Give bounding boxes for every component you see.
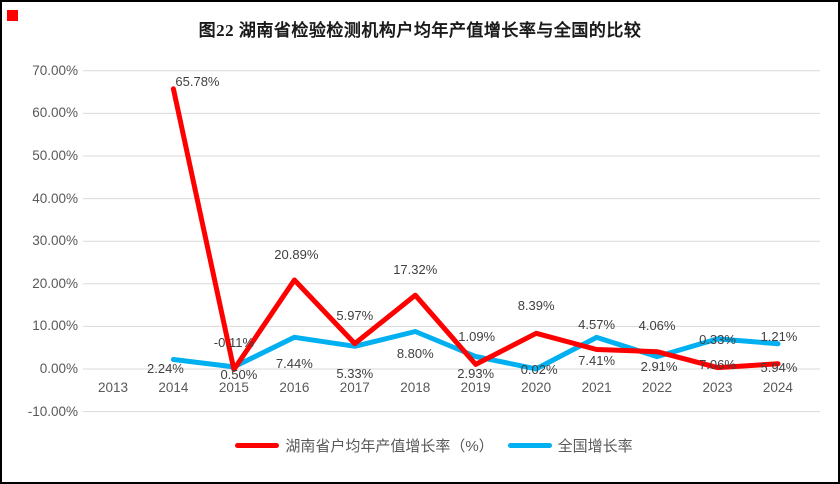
- x-axis-tick-label: 2024: [762, 380, 793, 395]
- data-label-hunan: 1.09%: [458, 329, 496, 345]
- data-label-hunan: 17.32%: [393, 262, 438, 278]
- y-axis-tick-label: 60.00%: [32, 105, 78, 121]
- data-label-national: 7.41%: [578, 353, 616, 369]
- data-label-national: 2.93%: [457, 365, 495, 381]
- y-axis-tick-label: 30.00%: [32, 233, 78, 249]
- data-label-national: 7.06%: [699, 356, 736, 372]
- y-axis-tick-label: 70.00%: [32, 62, 78, 78]
- legend-swatch-national: [507, 443, 552, 448]
- data-label-national: 0.50%: [220, 366, 258, 382]
- data-label-hunan: 1.21%: [760, 328, 798, 344]
- x-axis-tick-label: 2013: [97, 380, 129, 395]
- y-axis-tick-label: 0.00%: [39, 361, 78, 376]
- data-label-hunan: 5.97%: [336, 307, 374, 323]
- y-axis-tick-label: 10.00%: [32, 318, 78, 334]
- y-axis-tick-label: 40.00%: [32, 190, 78, 206]
- chart-legend: 湖南省户均年产值增长率（%） 全国增长率: [16, 435, 838, 456]
- data-label-hunan: 4.57%: [578, 316, 616, 332]
- x-axis-tick-label: 2014: [158, 380, 189, 395]
- data-label-national: 2.91%: [640, 358, 678, 374]
- y-axis-tick-label: 20.00%: [32, 275, 78, 291]
- x-axis-tick-label: 2022: [642, 380, 673, 395]
- y-axis-tick-label: -10.00%: [27, 403, 78, 419]
- legend-item-national: 全国增长率: [507, 435, 633, 456]
- x-axis-tick-label: 2021: [581, 380, 612, 395]
- data-label-national: 0.02%: [520, 361, 558, 377]
- data-label-hunan: 65.78%: [175, 73, 220, 89]
- legend-item-hunan: 湖南省户均年产值增长率（%）: [235, 435, 494, 456]
- data-label-hunan: 20.89%: [274, 247, 319, 262]
- y-axis-tick-label: 50.00%: [32, 148, 78, 163]
- x-axis-tick-label: 2019: [460, 380, 491, 395]
- x-axis-tick-label: 2015: [218, 380, 249, 395]
- legend-swatch-hunan: [235, 443, 280, 448]
- x-axis-tick-label: 2020: [521, 380, 552, 395]
- data-label-national: 5.94%: [760, 359, 798, 375]
- chart-title: 图22 湖南省检验检测机构户均年产值增长率与全国的比较: [198, 21, 642, 40]
- legend-label-hunan: 湖南省户均年产值增长率（%）: [285, 438, 494, 455]
- data-label-national: 5.33%: [336, 366, 374, 382]
- legend-label-national: 全国增长率: [557, 438, 633, 455]
- series-line-national: [170, 329, 781, 372]
- data-label-national: 7.44%: [275, 356, 313, 372]
- x-axis-tick-label: 2016: [279, 380, 310, 395]
- data-label-hunan: 4.06%: [638, 317, 676, 333]
- x-axis-tick-label: 2018: [400, 380, 431, 395]
- data-label-national: 8.80%: [396, 345, 434, 361]
- x-axis-tick-label: 2017: [339, 380, 370, 395]
- data-label-hunan: -0.11%: [213, 335, 255, 351]
- data-label-hunan: 0.33%: [699, 331, 736, 347]
- red-marker-square: [7, 10, 18, 21]
- data-label-national: 2.24%: [147, 361, 184, 377]
- series-line-hunan: [170, 86, 781, 372]
- data-label-hunan: 8.39%: [517, 298, 555, 314]
- x-axis-tick-label: 2023: [702, 380, 733, 395]
